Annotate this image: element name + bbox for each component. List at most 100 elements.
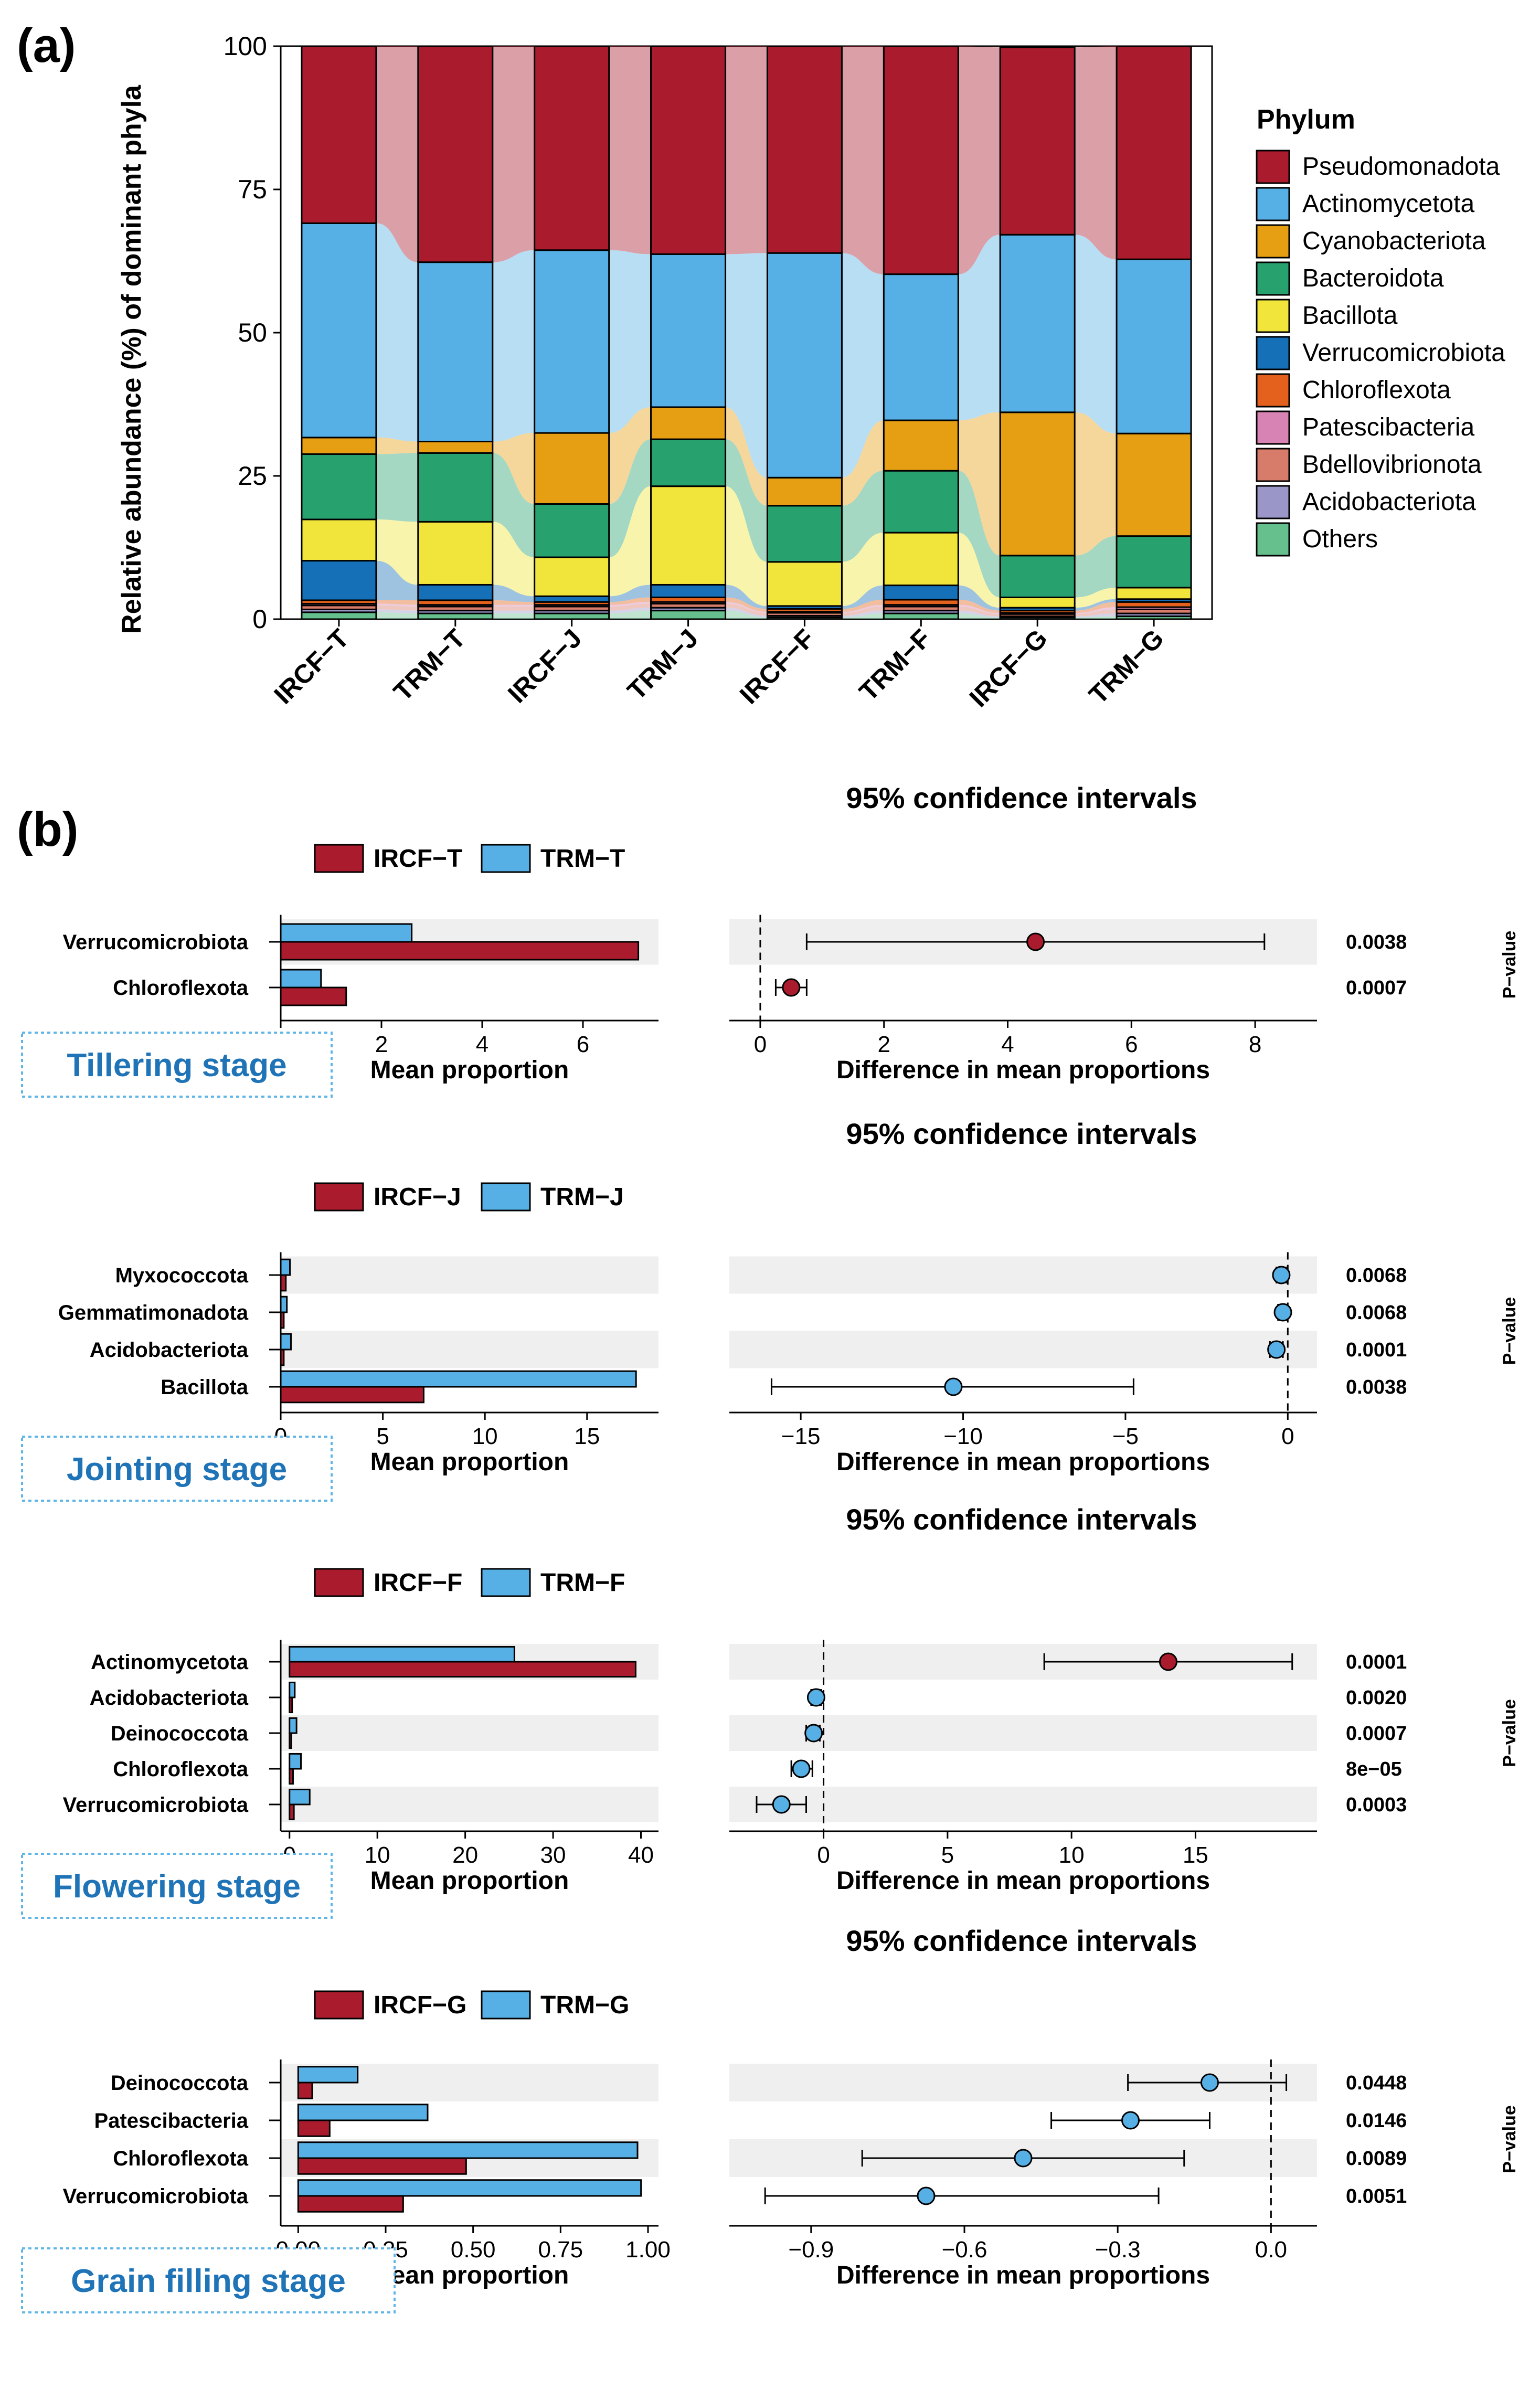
bar-trm-f: [289, 1717, 298, 1734]
category-label: Deinococcota: [111, 1722, 249, 1745]
difference-point: [1272, 1266, 1291, 1284]
bar-ircf-f: [289, 1732, 292, 1749]
legend-swatch: [1256, 187, 1290, 221]
legend-swatch-group1: [314, 844, 364, 873]
bar-segment-actinomycetota: [766, 252, 843, 479]
legend-item-others: Others: [1256, 522, 1378, 557]
bar-segment-bacteroidota: [766, 505, 843, 563]
left-x-tick-label: 15: [574, 1424, 600, 1449]
legend-item-pseudomonadota: Pseudomonadota: [1256, 150, 1500, 184]
group-legend: IRCF−J TRM−J: [314, 1182, 624, 1212]
p-value: 8e−05: [1346, 1758, 1402, 1780]
bar-segment-others: [301, 611, 377, 620]
bar-ircf-f: [289, 1661, 636, 1678]
flow-cyanobacteriota: [842, 420, 884, 506]
ci-title: 95% confidence intervals: [846, 1503, 1197, 1536]
p-value: 0.0068: [1346, 1265, 1407, 1287]
flow-actinomycetota: [609, 250, 651, 433]
bar-segment-bacteroidota: [883, 470, 959, 534]
p-value: 0.0038: [1346, 931, 1407, 953]
ci-row-gemmatimonadota: 0.0068: [1273, 1302, 1407, 1324]
bar-trm-f: [289, 1788, 311, 1806]
left-x-axis-title: Mean proportion: [370, 1448, 569, 1476]
bar-segment-cyanobacteriota: [301, 437, 377, 455]
ci-row-verrucomicrobiota: 0.0051: [764, 2185, 1407, 2207]
flow-cyanobacteriota: [376, 437, 418, 454]
ci-row-verrucomicrobiota: 0.0003: [756, 1794, 1407, 1816]
bar-trm-j: [280, 1258, 291, 1276]
right-x-tick-label: −0.6: [942, 2237, 987, 2263]
bar-segment-actinomycetota: [650, 253, 727, 408]
ci-row-deinococcota: 0.0007: [804, 1723, 1407, 1745]
p-value: 0.0068: [1346, 1302, 1407, 1324]
flow-bacteroidota: [492, 453, 535, 558]
category-label: Deinococcota: [111, 2072, 249, 2095]
legend-label: Bacteroidota: [1302, 264, 1444, 292]
bar-segment-cyanobacteriota: [766, 476, 843, 507]
flow-bacillota: [842, 533, 884, 606]
bar-segment-actinomycetota: [417, 261, 494, 442]
flow-bacteroidota: [725, 439, 768, 562]
right-x-tick-label: 6: [1125, 1032, 1138, 1057]
right-x-tick-label: −15: [781, 1424, 821, 1449]
flow-acidobacteriota: [376, 609, 418, 614]
mean-proportion-bars: Myxococcota Gemmatimonadota Acidobacteriot…: [58, 1258, 637, 1404]
ci-row-myxococcota: 0.0068: [1272, 1265, 1407, 1287]
flow-cyanobacteriota: [1075, 412, 1117, 556]
bar-ircf-g: [297, 2195, 404, 2213]
flow-pseudomonadota: [1075, 46, 1117, 260]
bar-segment-others: [417, 612, 494, 620]
bar-ircf-g: [297, 2119, 331, 2137]
legend-swatch: [1256, 299, 1290, 333]
category-label: Myxococcota: [115, 1264, 249, 1287]
legend-swatch-group1: [314, 1990, 364, 2020]
right-x-tick-label: 2: [877, 1032, 890, 1057]
bar-segment-bacteroidota: [1116, 535, 1192, 589]
p-value: 0.0001: [1346, 1651, 1407, 1673]
row-band-right: [729, 1715, 1317, 1751]
right-x-tick-label: 0: [1281, 1424, 1294, 1449]
bar-segment-pseudomonadota: [301, 45, 377, 224]
panel-b: (b) 95% confidence intervals IRCF−T TRM−T V…: [17, 781, 1520, 2313]
left-x-tick-label: 40: [628, 1842, 654, 1868]
stage-label-box: Flowering stage: [21, 1853, 333, 1919]
bar-segment-verrucomicrobiota: [301, 560, 377, 601]
bar-segment-others: [534, 612, 610, 620]
legend-swatch: [1256, 261, 1290, 296]
flow-chloroflexota: [492, 600, 535, 605]
bar-segment-pseudomonadota: [1116, 45, 1192, 260]
flow-others: [842, 613, 884, 619]
bar-segment-pseudomonadota: [766, 45, 843, 254]
flow-bacteroidota: [842, 471, 884, 562]
right-x-tick-label: 0.0: [1255, 2237, 1287, 2263]
flow-others: [1075, 616, 1117, 619]
flow-bacteroidota: [376, 453, 418, 522]
flow-patescibacteria: [958, 604, 1001, 614]
legend-label-group1: IRCF−G: [374, 1991, 466, 2019]
bar-segment-actinomycetota: [1116, 258, 1192, 434]
right-x-tick-label: 0: [754, 1032, 767, 1057]
flow-verrucomicrobiota: [376, 560, 418, 600]
left-x-tick-label: 10: [365, 1842, 390, 1868]
stage-comparison-panels: 95% confidence intervals IRCF−T TRM−T Verru…: [21, 781, 1520, 2313]
ci-row-actinomycetota: 0.0001: [1043, 1651, 1407, 1673]
bar-ircf-g: [297, 2157, 467, 2175]
flow-chloroflexota: [958, 599, 1001, 613]
left-x-axis-title: Mean proportion: [370, 1056, 569, 1084]
legend-label: Bdellovibrionota: [1302, 451, 1482, 479]
flow-acidobacteriota: [842, 610, 884, 618]
legend-label: Patescibacteria: [1302, 413, 1474, 441]
stage-box-border: [21, 1436, 333, 1502]
flow-verrucomicrobiota: [492, 585, 535, 602]
bar-segment-verrucomicrobiota: [534, 595, 610, 603]
alluvial-flows: [376, 46, 1117, 619]
flow-bdellovibrionota: [1075, 609, 1117, 617]
bar-segment-bacillota: [650, 485, 727, 586]
ci-row-patescibacteria: 0.0146: [1050, 2110, 1407, 2132]
stage-box-border: [21, 1032, 333, 1098]
stacked-chart-y-axis-label: Relative abundance (%) of dominant phyla: [116, 84, 147, 634]
stage-panel-jointing-stage: 95% confidence intervals IRCF−J TRM−J Myxoc…: [21, 1117, 1520, 1502]
legend-swatch: [1256, 410, 1290, 445]
right-x-axis-title: Difference in mean proportions: [836, 2261, 1210, 2289]
flow-chloroflexota: [842, 599, 884, 612]
